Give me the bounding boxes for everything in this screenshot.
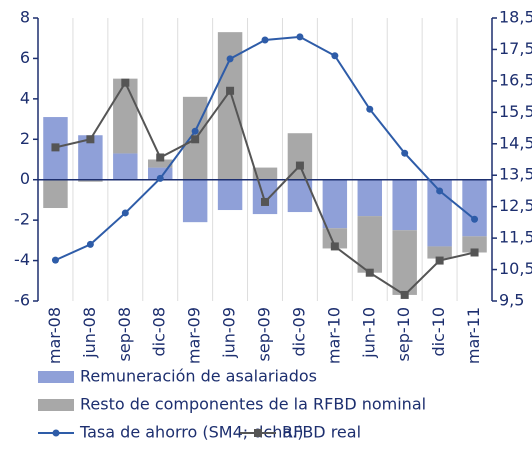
y-tick-label: 8 xyxy=(20,8,30,27)
point xyxy=(295,161,304,170)
point xyxy=(51,256,59,264)
point xyxy=(436,187,444,195)
point xyxy=(86,240,94,248)
y2-tick-label: 17,5 xyxy=(499,39,532,58)
x-tick-label: jun-08 xyxy=(80,307,99,359)
point xyxy=(400,290,409,299)
point xyxy=(121,209,129,217)
point xyxy=(261,36,269,44)
y2-tick-label: 14,5 xyxy=(499,133,532,152)
bar xyxy=(322,179,348,229)
y-tick-label: -4 xyxy=(14,250,30,269)
y-tick-label: 2 xyxy=(20,129,30,148)
bar xyxy=(392,179,417,231)
point xyxy=(366,105,374,113)
bar xyxy=(462,179,487,237)
bar xyxy=(392,230,417,295)
bar xyxy=(252,167,278,180)
legend-label: Tasa de ahorro (SM4; dcha.) xyxy=(79,423,303,442)
legend-swatch xyxy=(38,371,74,383)
bar xyxy=(113,78,138,154)
y-tick-label: -6 xyxy=(14,291,30,310)
point xyxy=(226,55,234,63)
y2-tick-label: 13,5 xyxy=(499,165,532,184)
point xyxy=(470,248,479,257)
point xyxy=(121,78,130,87)
legend-label: RFBD real xyxy=(282,423,361,442)
y2-tick-label: 9,5 xyxy=(499,291,524,310)
y2-tick-label: 16,5 xyxy=(499,70,532,89)
x-tick-label: mar-10 xyxy=(324,307,343,364)
legend-swatch xyxy=(38,399,74,411)
bar xyxy=(148,159,173,168)
y2-tick-label: 12,5 xyxy=(499,196,532,215)
legend-marker xyxy=(254,429,262,437)
x-tick-label: sep-10 xyxy=(394,307,413,361)
x-tick-label: sep-08 xyxy=(115,307,134,361)
bar xyxy=(113,153,138,180)
y-tick-label: -2 xyxy=(14,210,30,229)
y2-tick-label: 11,5 xyxy=(499,228,532,247)
y2-tick-label: 10,5 xyxy=(499,259,532,278)
point xyxy=(261,197,269,206)
x-tick-label: dic-10 xyxy=(429,307,448,357)
point xyxy=(86,135,95,144)
x-tick-label: mar-08 xyxy=(45,307,64,364)
x-tick-label: mar-11 xyxy=(464,307,483,364)
point xyxy=(365,268,374,277)
point xyxy=(435,256,444,265)
bar xyxy=(217,179,243,211)
x-tick-label: jun-10 xyxy=(359,307,378,359)
legend-marker xyxy=(52,429,60,437)
point xyxy=(401,149,409,157)
y-tick-label: 4 xyxy=(20,88,30,107)
x-tick-label: sep-09 xyxy=(255,307,274,361)
x-tick-label: jun-09 xyxy=(220,307,239,359)
bar xyxy=(78,179,103,182)
legend-label: Remuneración de asalariados xyxy=(80,367,317,386)
point xyxy=(51,143,60,152)
point xyxy=(296,33,304,41)
x-tick-label: mar-09 xyxy=(185,307,204,364)
point xyxy=(191,127,199,135)
point xyxy=(156,174,164,182)
y2-tick-label: 18,5 xyxy=(499,8,532,27)
bar xyxy=(357,179,382,217)
point xyxy=(156,153,165,162)
y2-tick-label: 15,5 xyxy=(499,102,532,121)
bar xyxy=(357,216,382,273)
y-tick-label: 0 xyxy=(20,169,30,188)
x-tick-label: dic-09 xyxy=(289,307,308,357)
bar xyxy=(182,179,208,223)
point xyxy=(191,135,200,144)
bar xyxy=(427,246,452,259)
x-tick-label: dic-08 xyxy=(150,307,169,357)
point xyxy=(330,242,339,251)
bar xyxy=(462,236,487,253)
legend-label: Resto de componentes de la RFBD nominal xyxy=(80,395,426,414)
bar xyxy=(287,133,313,180)
bar xyxy=(252,179,278,215)
point xyxy=(226,86,235,95)
bar xyxy=(43,179,68,209)
point xyxy=(331,52,339,60)
y-tick-label: 6 xyxy=(20,48,30,67)
point xyxy=(471,215,479,223)
